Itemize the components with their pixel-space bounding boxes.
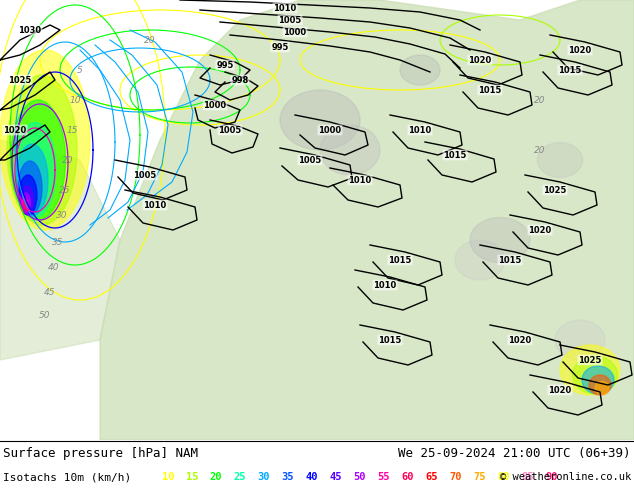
- Text: 1020: 1020: [3, 125, 27, 134]
- Text: 45: 45: [330, 472, 342, 482]
- Text: 1005: 1005: [218, 125, 242, 134]
- Ellipse shape: [280, 90, 360, 150]
- Text: 25: 25: [59, 186, 71, 195]
- Text: 1025: 1025: [578, 356, 602, 365]
- Text: 45: 45: [44, 288, 56, 296]
- Ellipse shape: [19, 175, 37, 215]
- Text: 1020: 1020: [548, 386, 572, 394]
- Text: 25: 25: [234, 472, 246, 482]
- Text: 20: 20: [534, 146, 546, 154]
- Polygon shape: [0, 140, 120, 360]
- Text: 65: 65: [426, 472, 438, 482]
- Text: 995: 995: [271, 43, 288, 51]
- Text: 1005: 1005: [299, 155, 321, 165]
- Text: 1025: 1025: [543, 186, 567, 195]
- Ellipse shape: [555, 320, 605, 360]
- Ellipse shape: [595, 382, 609, 394]
- Text: 1015: 1015: [388, 255, 411, 265]
- Ellipse shape: [23, 202, 27, 212]
- Ellipse shape: [20, 186, 34, 214]
- Text: 995: 995: [216, 60, 234, 70]
- Text: 60: 60: [402, 472, 414, 482]
- Ellipse shape: [400, 55, 440, 85]
- Ellipse shape: [14, 122, 56, 218]
- Text: 1015: 1015: [498, 255, 522, 265]
- Ellipse shape: [16, 144, 48, 216]
- Ellipse shape: [22, 198, 28, 212]
- Text: 20: 20: [62, 155, 74, 165]
- Text: 15: 15: [186, 472, 198, 482]
- Ellipse shape: [589, 375, 611, 395]
- Text: 1000: 1000: [283, 27, 307, 36]
- Text: 75: 75: [474, 472, 486, 482]
- Text: 55: 55: [378, 472, 391, 482]
- Text: 35: 35: [52, 238, 64, 246]
- Text: 40: 40: [306, 472, 318, 482]
- Text: 1005: 1005: [278, 16, 302, 24]
- Text: 90: 90: [546, 472, 559, 482]
- Text: 20: 20: [210, 472, 223, 482]
- Text: 20: 20: [534, 96, 546, 104]
- Text: 1015: 1015: [378, 336, 402, 344]
- Ellipse shape: [573, 356, 618, 394]
- Ellipse shape: [0, 50, 90, 230]
- Text: 1010: 1010: [373, 280, 397, 290]
- Text: Surface pressure [hPa] NAM: Surface pressure [hPa] NAM: [3, 446, 198, 460]
- Ellipse shape: [470, 218, 530, 263]
- Text: 1020: 1020: [469, 55, 491, 65]
- Text: 35: 35: [281, 472, 294, 482]
- Text: 40: 40: [48, 263, 60, 271]
- Text: 1020: 1020: [568, 46, 592, 54]
- Text: Isotachs 10m (km/h): Isotachs 10m (km/h): [3, 472, 131, 482]
- Text: 10: 10: [69, 96, 81, 104]
- Text: 70: 70: [450, 472, 462, 482]
- Text: 15: 15: [66, 125, 78, 134]
- Ellipse shape: [320, 125, 380, 175]
- Text: 50: 50: [39, 311, 51, 319]
- Text: 1010: 1010: [143, 200, 167, 210]
- Text: 1015: 1015: [443, 150, 467, 160]
- Text: 20: 20: [145, 35, 156, 45]
- Ellipse shape: [582, 366, 614, 394]
- Ellipse shape: [11, 100, 65, 220]
- Ellipse shape: [22, 193, 30, 213]
- Ellipse shape: [538, 143, 583, 177]
- Text: 1010: 1010: [348, 175, 372, 185]
- Text: 85: 85: [522, 472, 534, 482]
- Text: We 25-09-2024 21:00 UTC (06+39): We 25-09-2024 21:00 UTC (06+39): [399, 446, 631, 460]
- Text: 998: 998: [231, 75, 249, 84]
- Text: 80: 80: [498, 472, 510, 482]
- Text: 30: 30: [56, 211, 68, 220]
- Text: 50: 50: [354, 472, 366, 482]
- Text: 1000: 1000: [204, 100, 226, 109]
- Text: 1010: 1010: [273, 3, 297, 13]
- Text: 1000: 1000: [318, 125, 342, 134]
- Text: 1025: 1025: [8, 75, 32, 84]
- Ellipse shape: [455, 240, 505, 280]
- Text: 1005: 1005: [133, 171, 157, 179]
- Text: © weatheronline.co.uk: © weatheronline.co.uk: [500, 472, 631, 482]
- Polygon shape: [100, 0, 634, 440]
- Text: 1020: 1020: [528, 225, 552, 235]
- Ellipse shape: [18, 161, 42, 215]
- Text: 30: 30: [258, 472, 270, 482]
- Text: 10: 10: [162, 472, 174, 482]
- Text: 1020: 1020: [508, 336, 532, 344]
- Text: 1030: 1030: [18, 25, 42, 34]
- Ellipse shape: [7, 75, 77, 225]
- Text: 1010: 1010: [408, 125, 432, 134]
- Text: 1015: 1015: [559, 66, 581, 74]
- Text: 5: 5: [77, 66, 83, 74]
- Text: 1015: 1015: [478, 85, 501, 95]
- Ellipse shape: [560, 345, 620, 395]
